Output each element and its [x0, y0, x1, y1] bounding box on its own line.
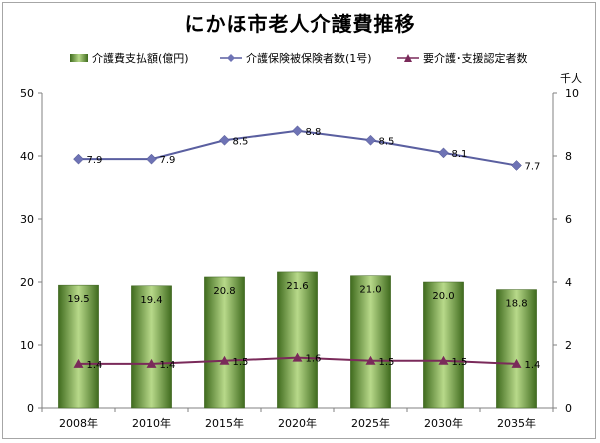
x-tick-label: 2008年	[59, 416, 98, 430]
right-axis-unit: 千人	[560, 72, 582, 85]
line1-data-label: 8.1	[452, 149, 468, 160]
line1-point	[292, 125, 303, 137]
bar	[204, 276, 245, 409]
line2-point	[438, 355, 449, 365]
line1-point	[365, 134, 376, 146]
right-tick-label: 2	[565, 339, 572, 352]
line2-point	[365, 355, 376, 365]
x-tick-label: 2025年	[351, 416, 390, 430]
bar	[131, 285, 172, 409]
legend-swatch-bar-icon	[70, 54, 88, 62]
right-tick-label: 0	[565, 402, 572, 415]
left-tick-label: 0	[27, 402, 34, 415]
legend-swatch-line1-icon	[220, 54, 242, 62]
left-tick-label: 30	[20, 213, 34, 226]
right-tick-label: 10	[565, 87, 579, 100]
line1-point	[511, 160, 522, 171]
line1-point	[219, 134, 230, 146]
legend-label-bar: 介護費支払額(億円)	[92, 52, 189, 65]
line1-point	[438, 147, 449, 159]
line2-point	[292, 352, 303, 362]
legend-label-line2: 要介護･支援認定者数	[423, 52, 528, 65]
line2-data-label: 1.5	[233, 357, 249, 368]
line2-data-label: 1.6	[306, 354, 322, 365]
legend-swatch-line2-icon	[397, 54, 419, 62]
bar-data-label: 21.0	[359, 285, 381, 296]
left-tick-label: 20	[20, 276, 34, 289]
left-tick-label: 10	[20, 339, 34, 352]
line2-data-label: 1.4	[160, 360, 176, 371]
right-tick-label: 6	[565, 213, 572, 226]
bar-data-label: 19.4	[140, 295, 162, 306]
legend-item-bar: 介護費支払額(億円)	[70, 50, 189, 66]
line1-point	[146, 153, 157, 165]
line1-data-label: 8.5	[379, 136, 395, 147]
bar	[496, 289, 537, 409]
line2-data-label: 1.5	[452, 357, 468, 368]
left-tick-label: 50	[20, 87, 34, 100]
chart-title: にかほ市老人介護費推移	[184, 12, 416, 36]
bar-data-label: 18.8	[505, 299, 527, 310]
left-tick-label: 40	[20, 150, 34, 163]
line1-data-label: 7.9	[87, 155, 103, 166]
x-tick-label: 2010年	[132, 416, 171, 430]
x-tick-label: 2030年	[424, 416, 463, 430]
bar-data-label: 20.0	[432, 291, 454, 302]
line1-data-label: 7.9	[160, 155, 176, 166]
line2-point	[511, 358, 522, 368]
bar-data-label: 20.8	[213, 286, 235, 297]
right-tick-label: 8	[565, 150, 572, 163]
line2-point	[73, 358, 84, 368]
bar-data-label: 21.6	[286, 281, 308, 292]
line2-point	[219, 355, 230, 365]
line2-data-label: 1.4	[87, 360, 103, 371]
bar	[350, 275, 391, 409]
x-tick-label: 2035年	[497, 416, 536, 430]
right-tick-label: 4	[565, 276, 572, 289]
legend-item-line2: 要介護･支援認定者数	[397, 50, 528, 66]
line2-point	[146, 358, 157, 368]
bar-data-label: 19.5	[67, 294, 89, 305]
line1-data-label: 8.8	[306, 127, 322, 138]
line2-data-label: 1.5	[379, 357, 395, 368]
legend-item-line1: 介護保険被保険者数(1号)	[220, 50, 372, 66]
bar	[58, 284, 99, 409]
line2-data-label: 1.4	[525, 360, 541, 371]
x-tick-label: 2015年	[205, 416, 244, 430]
legend-label-line1: 介護保険被保険者数(1号)	[246, 52, 372, 65]
bar	[423, 281, 464, 409]
bar	[277, 271, 318, 409]
x-tick-label: 2020年	[278, 416, 317, 430]
line1-data-label: 8.5	[233, 136, 249, 147]
line1-point	[73, 153, 84, 165]
line1-data-label: 7.7	[525, 161, 541, 172]
